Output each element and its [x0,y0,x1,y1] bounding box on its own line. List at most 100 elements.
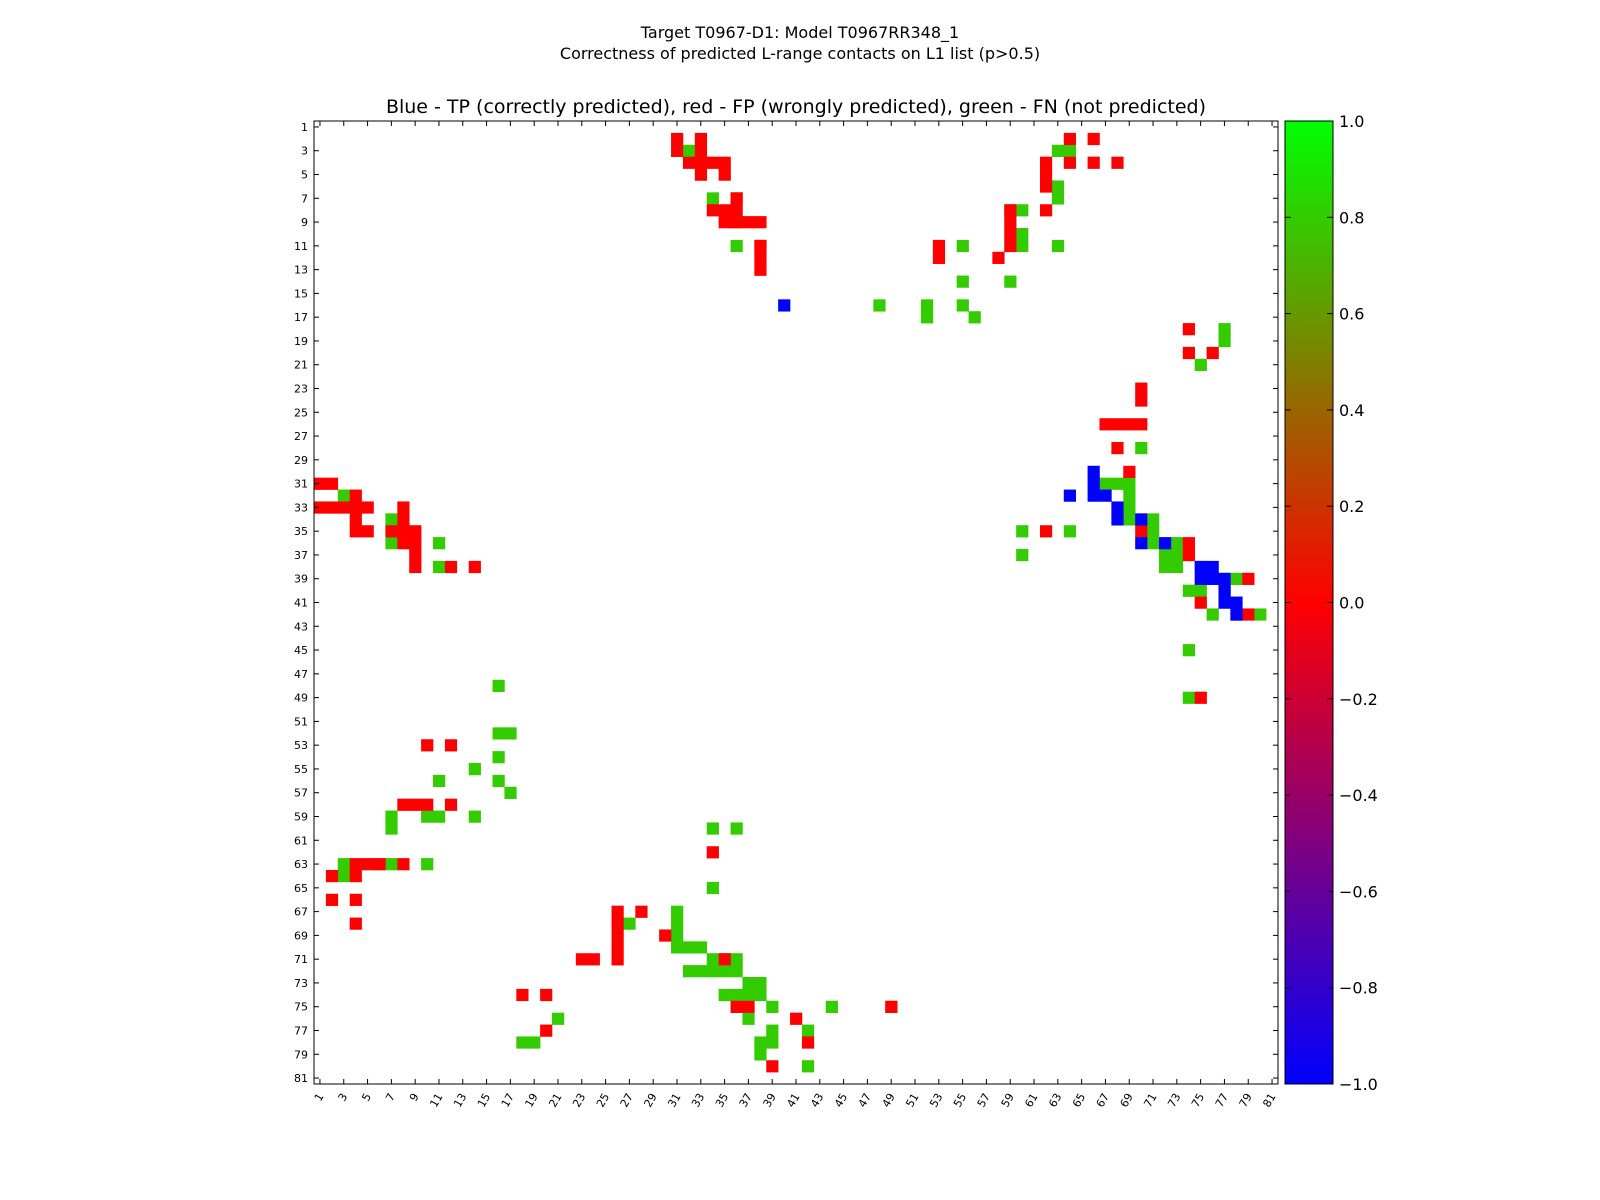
contact-cell-fp [575,953,589,966]
contact-cell-fp [1087,132,1100,146]
contact-cell-fn [1147,525,1160,538]
x-tick-label: 35 [713,1091,731,1110]
contact-cell-fp [611,953,624,966]
contact-cell-fn [1254,608,1267,621]
contact-cell-fn [682,965,696,978]
contact-cell-fn [694,965,708,978]
contact-cell-fn [1016,228,1029,241]
y-tick-label: 37 [294,549,308,562]
contact-cells [314,132,1267,1073]
contact-cell-fn [337,489,350,502]
x-tick-label: 29 [642,1091,660,1110]
contact-cell-fn [1099,477,1112,490]
x-tick-label: 17 [499,1091,517,1110]
colorbar-tick-label: 0.6 [1339,305,1364,324]
y-tick-label: 39 [294,573,308,586]
contact-cell-fp [1063,132,1076,146]
y-tick-label: 53 [294,739,308,752]
contact-cell-fn [1170,537,1184,550]
contact-cell-fn [1182,644,1195,657]
contact-cell-fn [516,1036,529,1049]
y-tick-label: 31 [294,478,308,491]
contact-cell-fn [1147,537,1160,550]
y-tick-label: 43 [294,620,308,633]
contact-cell-tp [1230,596,1243,609]
contact-cell-fn [1147,513,1160,526]
contact-cell-fn [1111,477,1124,490]
contact-cell-fn [433,560,446,574]
contact-cell-fp [1063,156,1076,169]
contact-cell-fn [754,1048,767,1061]
contact-cell-fn [706,953,719,966]
contact-cell-fp [325,477,339,490]
contact-cell-fp [409,537,422,550]
contact-cell-fp [730,1000,743,1013]
contact-cell-fp [444,798,458,811]
contact-cell-fp [611,929,624,942]
contact-cell-fn [1170,560,1184,574]
contact-cell-tp [1158,537,1172,550]
plot-area [314,121,1278,1084]
x-tick-label: 47 [856,1091,874,1110]
contact-cell-fn [504,786,517,799]
contact-cell-fp [694,156,708,169]
contact-cell-fn [504,727,517,740]
y-tick-label: 75 [294,1001,308,1014]
contact-cell-fn [956,275,969,288]
x-tick-label: 9 [407,1091,422,1104]
contact-cell-fn [694,941,708,954]
x-tick-label: 67 [1094,1091,1112,1110]
y-tick-label: 45 [294,644,308,657]
contact-cell-fn [623,917,636,930]
contact-cell-fn [718,965,731,978]
y-tick-label: 1 [301,121,308,134]
contact-cell-fp [468,560,481,574]
contact-cell-fp [694,168,708,181]
colorbar-tick-label: 1.0 [1339,112,1364,131]
x-tick-label: 33 [689,1091,707,1110]
contact-cell-fn [706,822,719,835]
contact-cell-fp [397,513,410,526]
y-tick-label: 5 [301,169,308,182]
y-tick-label: 57 [294,787,308,800]
x-tick-label: 19 [523,1091,541,1110]
contact-cell-fp [349,513,362,526]
contact-cell-fn [1206,608,1219,621]
x-tick-label: 55 [951,1091,969,1110]
colorbar-tick-label: 0.4 [1339,401,1364,420]
x-tick-label: 7 [383,1091,398,1104]
contact-cell-fn [337,858,350,871]
contact-cell-fn [385,858,398,871]
x-tick-label: 23 [570,1091,588,1110]
contact-cell-fp [1123,418,1136,431]
contact-cell-fn [742,988,755,1002]
contact-cell-tp [1063,489,1076,502]
contact-cell-fn [1051,192,1065,205]
y-tick-label: 35 [294,525,308,538]
contact-cell-fp [766,1060,779,1073]
contact-cell-fp [361,858,374,871]
x-tick-label: 49 [880,1091,898,1110]
contact-cell-tp [1218,596,1231,609]
contact-cell-fn [433,774,446,788]
x-tick-label: 59 [999,1091,1017,1110]
contact-cell-fn [492,727,505,740]
contact-cell-fp [1111,418,1124,431]
contact-cell-fn [718,988,731,1002]
y-tick-label: 41 [294,597,308,610]
contact-cell-fp [1039,525,1053,538]
x-tick-label: 13 [451,1091,469,1110]
contact-cell-tp [1111,513,1124,526]
contact-cell-fp [540,1024,553,1037]
contact-cell-fn [968,311,981,324]
y-tick-label: 59 [294,811,308,824]
contact-cell-fp [611,917,624,930]
colorbar-gradient [1284,120,1334,1085]
contact-cell-fn [671,929,684,942]
contact-cell-fn [1016,525,1029,538]
contact-cell-fn [1218,335,1231,348]
y-tick-label: 13 [294,264,308,277]
contact-cell-fp [444,739,458,752]
contact-cell-fp [397,525,410,538]
contact-cell-fn [492,774,505,788]
